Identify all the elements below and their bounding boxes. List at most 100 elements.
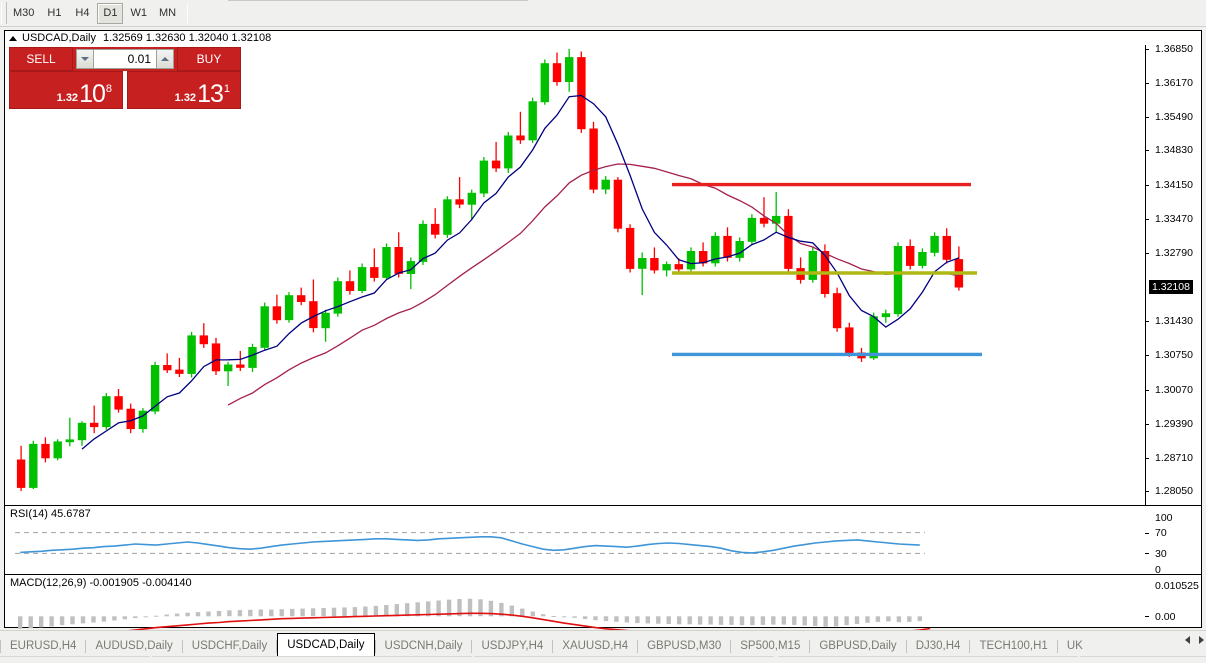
volume-increment-button[interactable] (156, 49, 174, 69)
tab-separator (730, 640, 732, 653)
price-axis-tick (1145, 117, 1149, 119)
timeframe-toolbar: M30 H1 H4 D1 W1 MN (0, 0, 1206, 27)
chart-tab-usdjpy-h4[interactable]: USDJPY,H4 (472, 635, 552, 657)
chart-header: USDCAD,Daily 1.32569 1.32630 1.32040 1.3… (5, 31, 1201, 45)
tab-scroll-left-icon[interactable] (1185, 636, 1190, 644)
timeframe-button-d1[interactable]: D1 (97, 2, 124, 24)
price-axis-tick (1145, 184, 1149, 186)
tab-separator (374, 640, 376, 653)
price-axis-label: 1.30070 (1155, 383, 1193, 396)
chart-tab-usdchf-daily[interactable]: USDCHF,Daily (183, 635, 276, 657)
price-axis-label: 1.32790 (1155, 246, 1193, 259)
status-strip-segment (1080, 656, 1206, 657)
tab-separator (809, 640, 811, 653)
rsi-plot (15, 532, 925, 554)
price-axis-tick (1145, 457, 1149, 459)
chart-tab-sp500-m15[interactable]: SP500,M15 (731, 635, 809, 657)
toolbar-grip[interactable] (1, 2, 7, 24)
timeframe-label: M30 (13, 7, 35, 19)
timeframe-button-h4[interactable]: H4 (69, 3, 95, 24)
price-axis-label: 1.30750 (1155, 349, 1193, 362)
sell-price-button[interactable]: 1.32 10 8 (9, 71, 123, 109)
toolbar-separator (187, 3, 189, 23)
tab-separator (637, 640, 639, 653)
chart-tab-gbpusd-m30[interactable]: GBPUSD,M30 (638, 635, 730, 657)
price-axis-label: 1.35490 (1155, 111, 1193, 124)
price-axis-label: 1.28710 (1155, 451, 1193, 464)
buy-price-fraction: 1 (223, 83, 230, 95)
tab-separator (1056, 640, 1058, 653)
tab-separator (85, 640, 87, 653)
chart-tab-dj30-h4[interactable]: DJ30,H4 (907, 635, 970, 657)
chart-tab-eurusd-h4[interactable]: EURUSD,H4 (1, 635, 85, 657)
tab-scroll-right-icon[interactable] (1199, 636, 1204, 644)
chart-ohlc-values: 1.32569 1.32630 1.32040 1.32108 (102, 32, 272, 44)
status-strip-segment (0, 656, 150, 657)
price-axis[interactable]: 1.36850 1.36170 1.35490 1.34830 1.34150 1.334… (1145, 45, 1201, 505)
pane-separator-rsi-top (5, 505, 1201, 506)
macd-axis-tick (1145, 616, 1149, 618)
timeframe-button-w1[interactable]: W1 (125, 3, 152, 24)
price-axis-tick (1145, 423, 1149, 425)
chevron-down-icon (81, 57, 89, 61)
timeframe-label: H4 (75, 7, 90, 19)
chart-tab-usdcad-daily[interactable]: USDCAD,Daily (277, 633, 375, 657)
collapse-triangle-icon[interactable] (9, 35, 17, 41)
buy-button[interactable]: BUY (177, 47, 241, 71)
chart-tab-audusd-daily[interactable]: AUDUSD,Daily (86, 635, 181, 657)
volume-decrement-button[interactable] (76, 49, 94, 69)
price-axis-line (1145, 45, 1146, 505)
chart-tab-label: UK (1066, 640, 1083, 652)
timeframe-button-h1[interactable]: H1 (41, 3, 67, 24)
volume-input[interactable]: 0.01 (94, 49, 156, 69)
price-axis-tick (1145, 252, 1149, 254)
tab-separator (471, 640, 473, 653)
chart-tab-xauusd-h4[interactable]: XAUUSD,H4 (553, 635, 637, 657)
tab-separator (181, 640, 183, 653)
chart-tab-strip: EURUSD,H4 AUDUSD,Daily USDCHF,Daily USDCAD,… (0, 633, 1206, 657)
tab-separator (552, 640, 554, 653)
chart-tab-label: GBPUSD,Daily (819, 640, 897, 652)
chart-tab-gbpusd-daily[interactable]: GBPUSD,Daily (810, 635, 905, 657)
chart-tab-label: SP500,M15 (740, 640, 801, 652)
sell-price-fraction: 8 (105, 83, 112, 95)
sell-price-prefix: 1.32 (56, 92, 79, 104)
chart-tab-label: EURUSD,H4 (10, 640, 77, 652)
price-chart-pane[interactable] (5, 45, 1145, 505)
chart-tab-usdcnh-daily[interactable]: USDCNH,Daily (376, 635, 472, 657)
sell-button[interactable]: SELL (9, 47, 73, 71)
one-click-trading-panel: SELL 0.01 BUY 1.32 10 8 1.32 13 1 (9, 47, 241, 109)
bottom-status-strip (0, 656, 1206, 663)
price-axis-tick (1145, 321, 1149, 323)
oct-price-row: 1.32 10 8 1.32 13 1 (9, 71, 241, 109)
chart-tab-uk[interactable]: UK (1058, 635, 1092, 657)
toolbar-divider-line (228, 0, 528, 2)
timeframe-button-m30[interactable]: M30 (8, 3, 39, 24)
price-axis-tick (1145, 389, 1149, 391)
chart-tab-tech100-h1[interactable]: TECH100,H1 (970, 635, 1056, 657)
price-axis-tick (1145, 150, 1149, 152)
rsi-pane[interactable]: RSI(14) 45.6787 (5, 507, 1145, 575)
status-strip-segment (474, 656, 774, 657)
chart-tab-label: USDCNH,Daily (384, 640, 463, 652)
timeframe-button-mn[interactable]: MN (154, 3, 181, 24)
buy-price-button[interactable]: 1.32 13 1 (127, 71, 241, 109)
price-axis-tick (1145, 355, 1149, 357)
chart-tab-label: USDJPY,H4 (481, 640, 544, 652)
rsi-axis-label: 0 (1155, 563, 1161, 576)
chart-tab-label: AUDUSD,Daily (95, 640, 173, 652)
macd-axis-label: 0.00 (1155, 610, 1176, 623)
price-axis-label: 1.34830 (1155, 144, 1193, 157)
rsi-axis-label: 30 (1155, 547, 1167, 560)
rsi-axis-label: 100 (1155, 511, 1173, 524)
timeframe-label: D1 (103, 7, 118, 19)
chevron-up-icon (161, 57, 169, 61)
rsi-axis-tick (1145, 532, 1149, 534)
chart-tab-label: TECH100,H1 (979, 640, 1048, 652)
macd-title: MACD(12,26,9) -0.001905 -0.004140 (10, 577, 192, 589)
price-axis-label: 1.31430 (1155, 315, 1193, 328)
tab-nav-arrows (1185, 636, 1204, 644)
tab-separator (969, 640, 971, 653)
price-axis-label: 1.34150 (1155, 178, 1193, 191)
price-axis-tick (1145, 491, 1149, 492)
